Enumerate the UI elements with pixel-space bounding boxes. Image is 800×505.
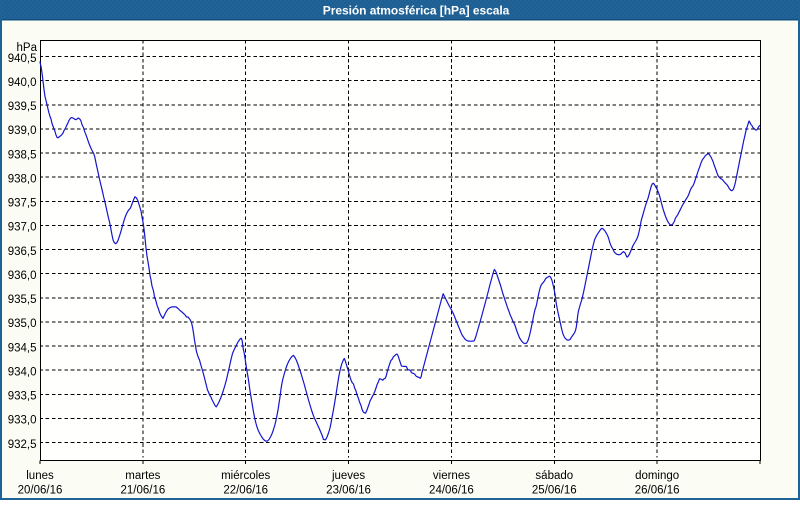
svg-text:lunes: lunes xyxy=(26,470,54,482)
svg-text:938,5: 938,5 xyxy=(8,149,37,161)
svg-text:24/06/16: 24/06/16 xyxy=(429,485,474,497)
svg-text:viernes: viernes xyxy=(433,470,470,482)
svg-text:933,5: 933,5 xyxy=(8,391,37,403)
svg-text:20/06/16: 20/06/16 xyxy=(18,485,63,497)
svg-text:934,5: 934,5 xyxy=(8,342,37,354)
svg-text:937,0: 937,0 xyxy=(8,222,37,234)
svg-text:937,5: 937,5 xyxy=(8,198,37,210)
svg-text:940,0: 940,0 xyxy=(8,77,37,89)
svg-text:936,5: 936,5 xyxy=(8,246,37,258)
svg-text:domingo: domingo xyxy=(635,470,679,482)
svg-text:932,5: 932,5 xyxy=(8,439,37,451)
svg-text:935,5: 935,5 xyxy=(8,294,37,306)
svg-text:23/06/16: 23/06/16 xyxy=(326,485,371,497)
svg-text:hPa: hPa xyxy=(17,42,38,54)
svg-text:936,0: 936,0 xyxy=(8,270,37,282)
svg-text:933,0: 933,0 xyxy=(8,415,37,427)
svg-text:sábado: sábado xyxy=(535,470,573,482)
svg-text:934,0: 934,0 xyxy=(8,366,37,378)
svg-text:25/06/16: 25/06/16 xyxy=(532,485,577,497)
svg-text:939,0: 939,0 xyxy=(8,125,37,137)
svg-text:22/06/16: 22/06/16 xyxy=(223,485,268,497)
svg-text:Presión atmosférica [hPa] esca: Presión atmosférica [hPa] escala xyxy=(323,3,510,17)
svg-text:939,5: 939,5 xyxy=(8,101,37,113)
svg-text:jueves: jueves xyxy=(331,470,365,482)
svg-text:26/06/16: 26/06/16 xyxy=(635,485,680,497)
svg-text:miércoles: miércoles xyxy=(221,470,270,482)
svg-text:940,5: 940,5 xyxy=(8,53,37,65)
svg-text:935,0: 935,0 xyxy=(8,318,37,330)
svg-text:938,0: 938,0 xyxy=(8,173,37,185)
svg-text:martes: martes xyxy=(125,470,160,482)
svg-text:21/06/16: 21/06/16 xyxy=(120,485,165,497)
